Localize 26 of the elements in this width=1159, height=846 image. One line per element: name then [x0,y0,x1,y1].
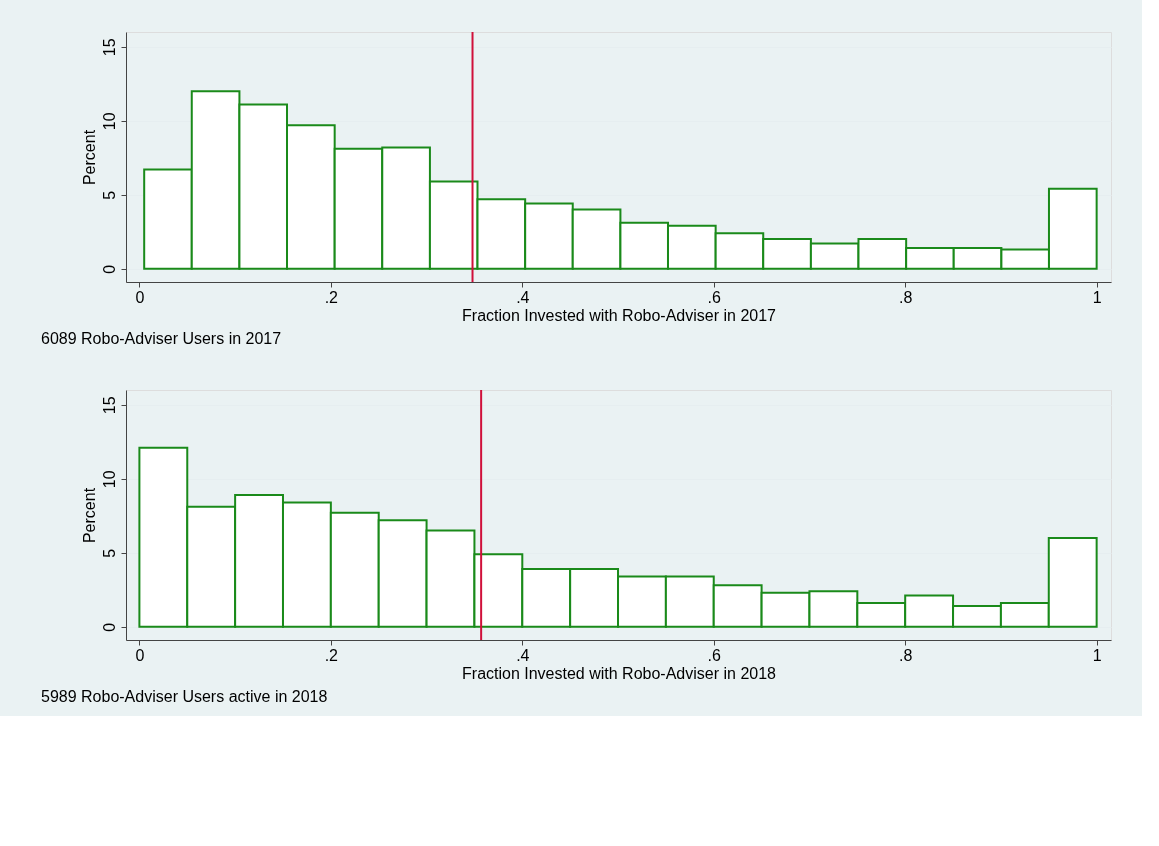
y-tick-label: 0 [100,264,118,274]
y-tick-label: 5 [100,548,118,558]
x-tick-label: 0 [135,646,145,664]
y-tick-label: 0 [100,622,118,632]
x-tick-label: .4 [516,288,530,306]
x-tick-label: 1 [1092,288,1102,306]
x-tick-label: .6 [707,288,722,306]
y-axis-title: Percent [80,129,98,186]
x-tick-label: 1 [1092,646,1102,664]
x-tick-label: .2 [324,288,339,306]
y-axis-title: Percent [80,487,98,544]
x-axis-title: Fraction Invested with Robo-Adviser in 2018 [462,664,777,682]
text: 5989 Robo-Adviser Users active in 2018 [41,688,328,705]
x-tick-label: .2 [324,646,339,664]
y-tick-label: 15 [100,38,118,57]
y-tick-label: 15 [100,396,118,415]
x-axis-title: Fraction Invested with Robo-Adviser in 2017 [462,306,777,324]
y-tick-label: 10 [100,112,118,131]
x-tick-label: .8 [899,646,913,664]
x-tick-label: .4 [516,646,530,664]
x-tick-label: .6 [707,646,722,664]
x-tick-label: 0 [135,288,145,306]
x-tick-label: .8 [899,288,913,306]
text: 6089 Robo-Adviser Users in 2017 [41,330,282,347]
y-tick-label: 5 [100,190,118,200]
y-tick-label: 10 [100,470,118,489]
